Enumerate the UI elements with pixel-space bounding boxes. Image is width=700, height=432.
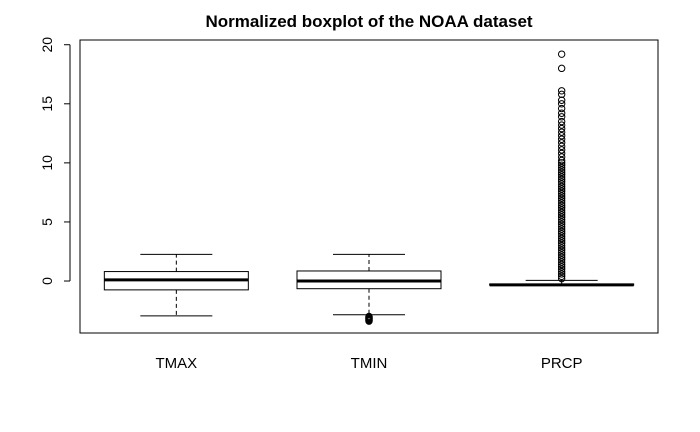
y-tick-label: 5 <box>39 218 55 226</box>
outlier-point <box>557 163 566 172</box>
outlier-point <box>557 246 566 254</box>
outlier-point <box>557 113 566 121</box>
y-tick-label: 15 <box>39 96 55 112</box>
outlier-point <box>557 149 566 158</box>
outlier-point <box>557 248 566 257</box>
outlier-point <box>557 139 566 147</box>
outlier-point <box>557 104 566 113</box>
outlier-point <box>557 225 566 233</box>
outlier-point <box>557 146 566 154</box>
outlier-point <box>557 274 566 283</box>
outlier-point <box>557 258 566 266</box>
outlier-point <box>557 156 566 165</box>
outlier-point <box>557 211 566 219</box>
outlier-point <box>557 135 566 143</box>
outlier-point <box>557 142 566 151</box>
outlier-point <box>557 256 566 264</box>
outlier-point <box>557 206 566 214</box>
y-tick-label: 20 <box>39 37 55 53</box>
outlier-point <box>557 222 566 231</box>
outlier-point <box>557 187 566 195</box>
outlier-point <box>557 173 566 181</box>
outlier-point <box>557 161 566 169</box>
outlier-point <box>557 230 566 238</box>
y-tick-label: 0 <box>39 277 55 285</box>
outlier-point <box>557 180 566 188</box>
box-tmin <box>296 253 442 325</box>
outlier-point <box>557 168 566 177</box>
outlier-point <box>557 128 566 136</box>
outlier-point <box>365 317 373 325</box>
y-tick-label: 10 <box>39 155 55 171</box>
box-tmax <box>103 253 249 317</box>
outlier-point <box>557 201 566 210</box>
x-category-label: PRCP <box>541 355 583 372</box>
outlier-point <box>557 253 566 262</box>
box-prcp <box>489 50 635 287</box>
outlier-point <box>557 237 566 245</box>
x-category-label: TMAX <box>155 355 197 372</box>
outlier-point <box>557 189 566 198</box>
outlier-point <box>557 244 566 252</box>
outlier-point <box>557 196 566 205</box>
outlier-point <box>557 124 566 133</box>
outlier-point <box>557 182 566 191</box>
outlier-point <box>557 175 566 184</box>
outlier-point <box>557 260 566 269</box>
outlier-point <box>557 204 566 212</box>
outlier-point <box>557 218 566 226</box>
outlier-point <box>557 267 566 276</box>
boxes-group <box>103 50 635 325</box>
outlier-point <box>557 109 566 117</box>
outlier-point <box>557 241 566 250</box>
outlier-point <box>557 131 566 140</box>
chart-title: Normalized boxplot of the NOAA dataset <box>205 12 532 31</box>
outlier-point <box>557 178 566 186</box>
outlier-point <box>557 194 566 203</box>
outlier-point <box>557 265 566 273</box>
outlier-point <box>557 215 566 224</box>
outlier-point <box>557 170 566 179</box>
outlier-point <box>557 232 566 240</box>
outlier-point <box>557 208 566 217</box>
outlier-point <box>557 192 566 200</box>
x-category-label: TMIN <box>351 355 388 372</box>
outlier-point <box>557 270 566 278</box>
outlier-point <box>557 117 566 126</box>
outlier-point <box>557 153 566 161</box>
outlier-point <box>557 185 566 193</box>
outlier-point <box>557 90 566 99</box>
outlier-point <box>557 199 566 207</box>
outlier-point <box>557 220 566 229</box>
outlier-point <box>557 272 566 280</box>
outlier-point <box>557 87 566 95</box>
y-axis: 0 5 10 15 20 <box>39 37 71 285</box>
outlier-point <box>557 234 566 243</box>
outlier-point <box>557 121 566 129</box>
plot-frame <box>79 39 659 334</box>
outlier-point <box>557 213 566 221</box>
outlier-point <box>557 227 566 236</box>
x-axis-labels: TMAX TMIN PRCP <box>155 355 582 372</box>
outlier-point <box>557 166 566 174</box>
outlier-point <box>557 263 566 271</box>
outlier-point <box>557 64 566 73</box>
outlier-point <box>557 50 566 58</box>
outlier-point <box>557 239 566 247</box>
outlier-point <box>557 251 566 259</box>
outlier-point <box>557 100 566 108</box>
